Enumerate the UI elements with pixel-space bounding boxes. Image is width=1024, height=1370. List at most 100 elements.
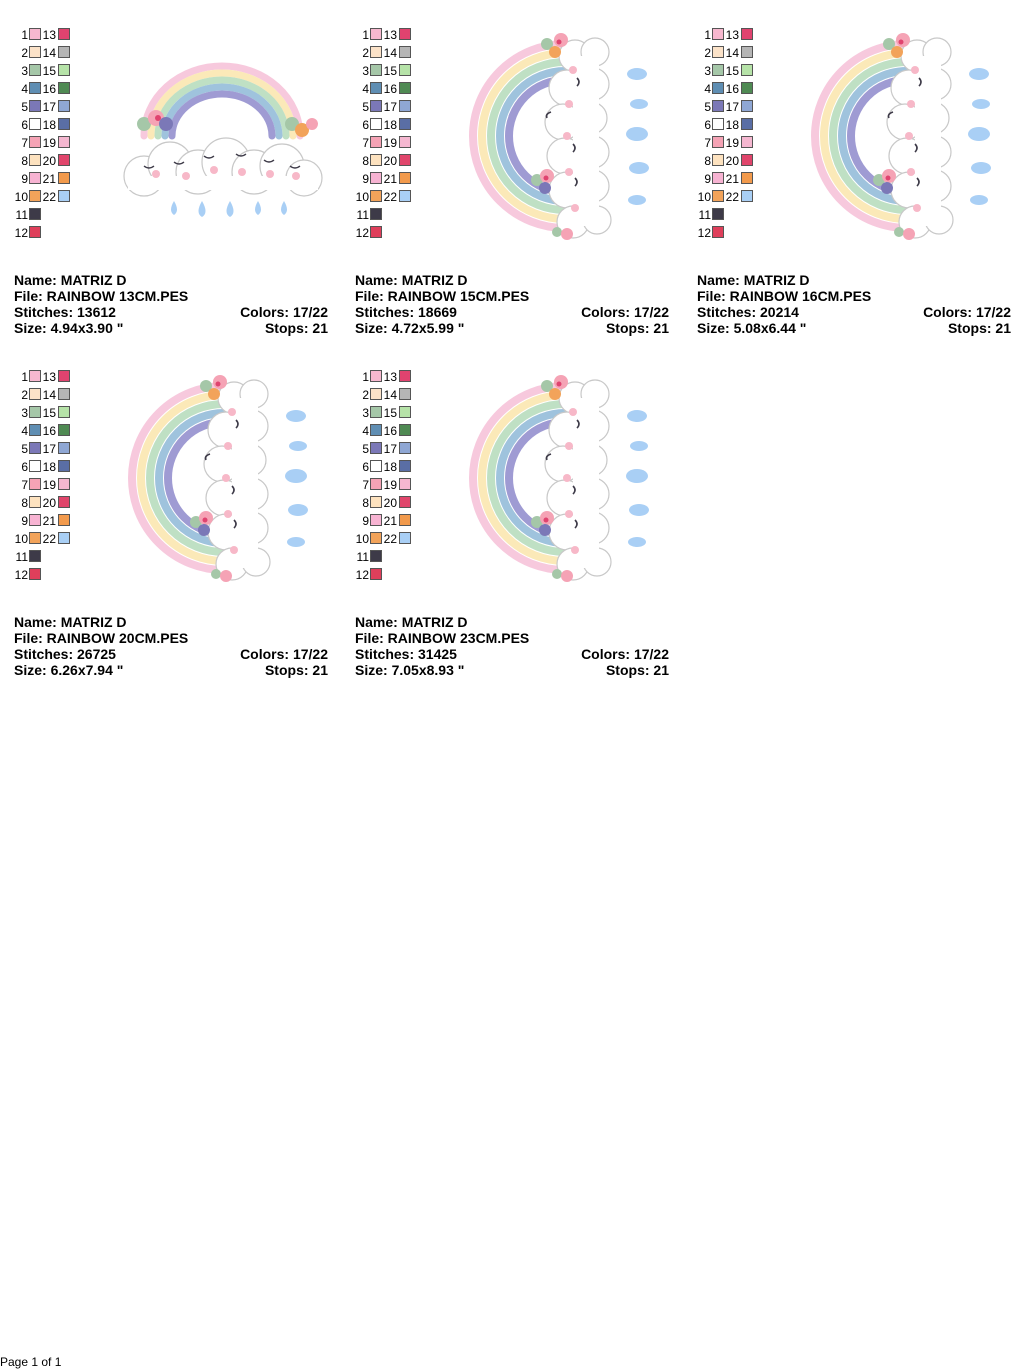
thread-number: 21 <box>725 172 739 186</box>
thread-number: 9 <box>21 514 28 528</box>
palette-row: 1 13 <box>14 368 74 386</box>
design-file: RAINBOW 23CM.PES <box>387 630 530 646</box>
thread-number: 13 <box>383 28 397 42</box>
thread-number: 15 <box>383 64 397 78</box>
thread-swatch <box>370 172 382 184</box>
thread-number: 19 <box>383 478 397 492</box>
thread-swatch <box>712 172 724 184</box>
thread-number: 5 <box>21 100 28 114</box>
design-name: MATRIZ D <box>743 272 810 288</box>
thread-swatch <box>712 190 724 202</box>
rainbow-cloud-vertical-thumbnail <box>128 375 308 582</box>
thread-swatch <box>58 532 70 544</box>
thread-number: 11 <box>698 208 711 222</box>
thread-number: 4 <box>362 82 369 96</box>
stop-count: 21 <box>995 320 1011 336</box>
thread-swatch <box>399 154 411 166</box>
thread-swatch <box>370 514 382 526</box>
thread-swatch <box>712 28 724 40</box>
palette-row: 11 <box>355 548 415 566</box>
thread-swatch <box>58 136 70 148</box>
thread-number: 11 <box>356 550 369 564</box>
thread-number: 1 <box>21 28 28 42</box>
rainbow-cloud-horizontal-thumbnail <box>123 62 323 217</box>
thread-number: 1 <box>362 370 369 384</box>
thread-swatch <box>370 388 382 400</box>
rainbow-cloud-vertical-thumbnail <box>469 33 649 240</box>
thread-swatch <box>29 568 41 580</box>
thread-number: 17 <box>725 100 739 114</box>
thread-swatch <box>29 226 41 238</box>
thread-number: 19 <box>42 478 56 492</box>
thread-number: 4 <box>362 424 369 438</box>
thread-swatch <box>370 208 382 220</box>
thread-swatch <box>370 550 382 562</box>
thread-number: 5 <box>21 442 28 456</box>
thread-number: 18 <box>42 460 56 474</box>
thread-number: 13 <box>42 28 56 42</box>
thread-number: 8 <box>362 496 369 510</box>
thread-number: 13 <box>725 28 739 42</box>
palette-row: 9 21 <box>14 170 74 188</box>
palette-row: 12 <box>14 224 74 242</box>
flower-icon <box>894 227 915 240</box>
design-name: MATRIZ D <box>60 272 127 288</box>
thread-number: 20 <box>42 496 56 510</box>
design-file: RAINBOW 13CM.PES <box>46 288 189 304</box>
palette-row: 3 15 <box>355 404 415 422</box>
thread-swatch <box>58 46 70 58</box>
color-count: 17/22 <box>975 304 1011 320</box>
thread-swatch <box>712 208 724 220</box>
palette-row: 2 14 <box>14 386 74 404</box>
design-file: RAINBOW 15CM.PES <box>387 288 530 304</box>
palette-row: 2 14 <box>697 44 757 62</box>
rainbow-cloud-vertical-thumbnail <box>811 33 991 240</box>
thread-number: 7 <box>362 136 369 150</box>
thread-swatch <box>399 370 411 382</box>
palette-row: 3 15 <box>355 62 415 80</box>
flower-icon <box>873 169 896 194</box>
thread-number: 14 <box>383 388 397 402</box>
thread-swatch <box>399 190 411 202</box>
design-size: 5.08x6.44 " <box>733 320 807 336</box>
thread-swatch <box>58 28 70 40</box>
thread-number: 18 <box>42 118 56 132</box>
palette-row: 8 20 <box>355 494 415 512</box>
thread-swatch <box>29 154 41 166</box>
thread-number: 7 <box>21 478 28 492</box>
thread-number: 3 <box>21 64 28 78</box>
flower-icon <box>531 169 554 194</box>
thread-number: 18 <box>383 118 397 132</box>
thread-swatch <box>29 460 41 472</box>
thread-swatch <box>29 118 41 130</box>
design-card: 1 13 2 14 3 15 4 16 5 17 6 18 7 19 8 20 9 21 10 22 11 12 <box>355 368 669 678</box>
thread-number: 11 <box>15 208 28 222</box>
flower-icon <box>211 569 232 582</box>
palette-row: 11 <box>355 206 415 224</box>
thread-swatch <box>712 82 724 94</box>
thread-number: 4 <box>21 424 28 438</box>
stop-count: 21 <box>653 662 669 678</box>
design-info: Name: MATRIZ D File: RAINBOW 15CM.PES St… <box>355 272 669 336</box>
stop-count: 21 <box>653 320 669 336</box>
thread-swatch <box>370 226 382 238</box>
thread-swatch <box>399 478 411 490</box>
raindrops-icon <box>968 68 991 205</box>
thread-swatch <box>712 136 724 148</box>
stitch-count: 20214 <box>760 304 799 320</box>
palette-row: 12 <box>355 566 415 584</box>
design-info: Name: MATRIZ D File: RAINBOW 13CM.PES St… <box>14 272 328 336</box>
thread-number: 20 <box>725 154 739 168</box>
thread-number: 14 <box>725 46 739 60</box>
thread-number: 22 <box>383 532 397 546</box>
palette-row: 5 17 <box>697 98 757 116</box>
thread-swatch <box>370 46 382 58</box>
palette-row: 4 16 <box>14 80 74 98</box>
thread-number: 16 <box>383 82 397 96</box>
thread-number: 6 <box>362 460 369 474</box>
thread-swatch <box>370 154 382 166</box>
raindrops-icon <box>171 201 287 217</box>
thread-number: 14 <box>42 46 56 60</box>
palette-row: 8 20 <box>355 152 415 170</box>
thread-swatch <box>58 64 70 76</box>
